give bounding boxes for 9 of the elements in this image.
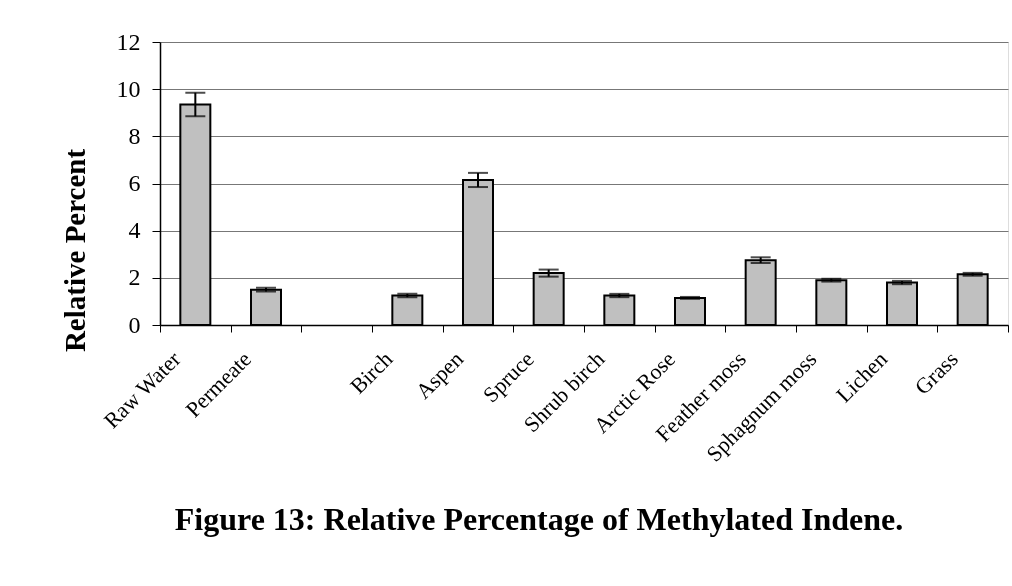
y-tick-label: 4 bbox=[128, 217, 141, 244]
y-tick-label: 10 bbox=[116, 75, 141, 102]
y-tick-label: 2 bbox=[128, 264, 141, 291]
text: Figure 13: Relative Percentage of Methylated Indene. bbox=[174, 501, 904, 538]
y-tick-label: 6 bbox=[128, 170, 141, 196]
y-tick-label: 0 bbox=[128, 311, 141, 338]
y-axis-title: Relative Percent bbox=[58, 148, 91, 353]
y-tick-label: 8 bbox=[128, 122, 141, 149]
y-tick-label: 12 bbox=[116, 28, 141, 55]
